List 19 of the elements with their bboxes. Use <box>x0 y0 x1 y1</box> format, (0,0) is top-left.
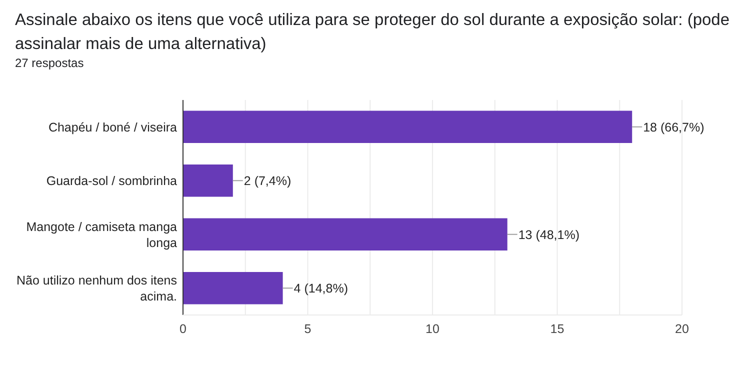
data-label: 18 (66,7%) <box>643 120 704 134</box>
bar <box>183 272 283 304</box>
x-tick-label: 0 <box>180 322 187 336</box>
text: 27 respostas <box>15 56 84 70</box>
x-tick-label: 20 <box>675 322 689 336</box>
data-label: 2 (7,4%) <box>244 174 292 188</box>
data-label: 13 (48,1%) <box>518 228 580 242</box>
bar <box>183 218 508 250</box>
bar <box>183 164 233 197</box>
y-tick-label: Mangote / camiseta manga longa <box>26 220 178 250</box>
y-tick-label: Não utilizo nenhum dos itens acima. <box>16 274 177 304</box>
x-tick-label: 15 <box>550 322 564 336</box>
bar <box>183 110 632 143</box>
x-tick-label: 5 <box>304 322 312 336</box>
y-tick-label: Guarda-sol / sombrinha <box>46 174 178 188</box>
x-tick-label: 10 <box>426 322 440 336</box>
chart-title: Assinale abaixo os itens que você utiliza para se proteger do sol durante a exposição solar: (pode assinalar mais de uma alternativa) <box>15 11 730 53</box>
data-label: 4 (14,8%) <box>294 282 348 296</box>
y-tick-label: Chapéu / boné / viseira <box>48 120 178 134</box>
